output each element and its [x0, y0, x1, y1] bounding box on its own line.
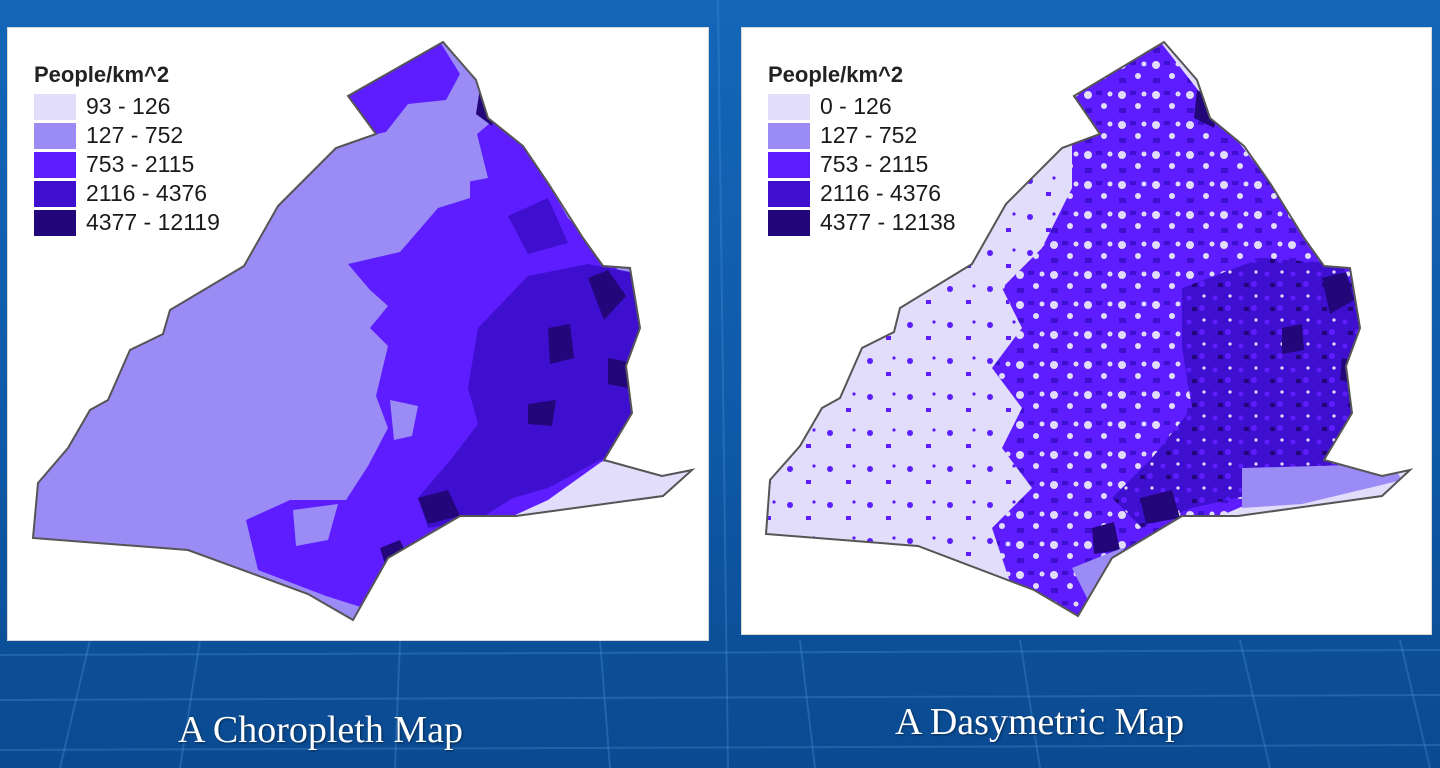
- legend-label: 2116 - 4376: [86, 180, 208, 206]
- legend-label: 127 - 752: [820, 122, 918, 148]
- legend-item: 127 - 752: [34, 121, 220, 150]
- legend-item: 753 - 2115: [768, 150, 956, 179]
- legend-label: 93 - 126: [86, 93, 171, 119]
- legend-swatch: [768, 209, 810, 236]
- dasymetric-legend: People/km^2 0 - 126 127 - 752 753 - 2115…: [768, 62, 956, 237]
- legend-item: 0 - 126: [768, 92, 956, 121]
- legend-label: 2116 - 4376: [820, 180, 942, 206]
- legend-label: 127 - 752: [86, 122, 184, 148]
- dasymetric-map: [765, 41, 1411, 617]
- legend-label: 4377 - 12138: [820, 209, 956, 235]
- legend-swatch: [768, 122, 810, 149]
- choropleth-map-panel: People/km^2 93 - 126 127 - 752 753 - 211…: [8, 28, 708, 640]
- legend-label: 4377 - 12119: [86, 209, 220, 235]
- legend-swatch: [34, 122, 76, 149]
- legend-item: 2116 - 4376: [768, 179, 956, 208]
- choropleth-caption: A Choropleth Map: [178, 709, 463, 751]
- choropleth-map: [32, 41, 693, 621]
- legend-swatch: [768, 151, 810, 178]
- legend-item: 2116 - 4376: [34, 179, 220, 208]
- legend-title: People/km^2: [768, 62, 904, 87]
- legend-label: 0 - 126: [820, 93, 892, 119]
- legend-item: 4377 - 12119: [34, 208, 220, 237]
- legend-item: 93 - 126: [34, 92, 220, 121]
- legend-swatch: [768, 180, 810, 207]
- dasymetric-map-panel: People/km^2 0 - 126 127 - 752 753 - 2115…: [742, 28, 1431, 634]
- legend-swatch: [34, 151, 76, 178]
- legend-swatch: [34, 209, 76, 236]
- legend-item: 127 - 752: [768, 121, 956, 150]
- choropleth-legend: People/km^2 93 - 126 127 - 752 753 - 211…: [34, 62, 220, 237]
- legend-label: 753 - 2115: [86, 151, 195, 177]
- dasymetric-caption: A Dasymetric Map: [895, 701, 1185, 743]
- legend-label: 753 - 2115: [820, 151, 929, 177]
- legend-swatch: [34, 93, 76, 120]
- legend-swatch: [34, 180, 76, 207]
- legend-item: 4377 - 12138: [768, 208, 956, 237]
- legend-swatch: [768, 93, 810, 120]
- legend-title: People/km^2: [34, 62, 170, 87]
- legend-item: 753 - 2115: [34, 150, 220, 179]
